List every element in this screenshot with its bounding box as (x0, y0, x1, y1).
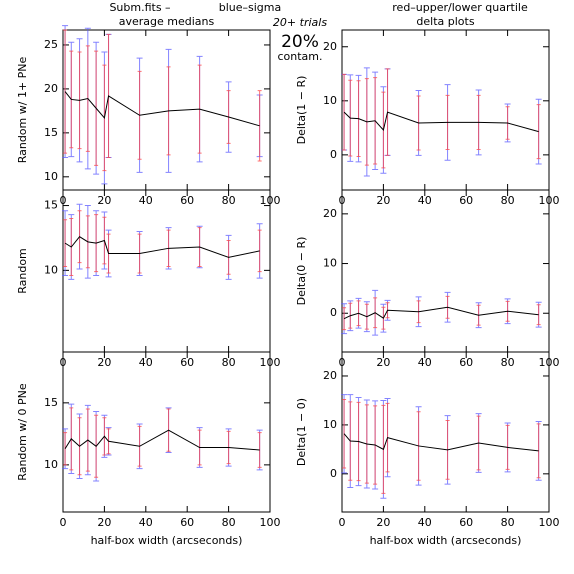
median-line (64, 235, 260, 258)
y-tick-label: 15 (44, 199, 58, 212)
x-tick-label: 100 (260, 516, 281, 529)
x-tick-label: 80 (501, 194, 515, 207)
quartile-bar (342, 73, 347, 151)
y-tick-label: 0 (330, 148, 337, 161)
y-axis-label: Random (16, 248, 29, 294)
quartile-bar (63, 432, 68, 466)
contam-pct: 20% (281, 32, 319, 52)
y-axis-label: Random w/ 1+ PNe (16, 56, 29, 163)
x-tick-label: 40 (418, 356, 432, 369)
y-tick-label: 25 (44, 38, 58, 51)
panel-frame (341, 29, 550, 191)
x-tick-label: 100 (539, 516, 560, 529)
panel-frame (62, 351, 271, 513)
x-tick-label: 0 (60, 516, 67, 529)
panel-frame (62, 29, 271, 191)
x-tick-label: 40 (139, 516, 153, 529)
y-tick-label: 15 (44, 396, 58, 409)
x-tick-label: 60 (459, 194, 473, 207)
x-tick-label: 60 (459, 516, 473, 529)
y-tick-label: 10 (323, 94, 337, 107)
y-axis-label: Random w/ 0 PNe (16, 383, 29, 481)
median-line (64, 429, 260, 451)
quartile-bar (342, 398, 347, 469)
x-axis-label: half-box width (arcseconds) (370, 534, 522, 547)
x-tick-label: 20 (376, 516, 390, 529)
median-line (343, 306, 539, 320)
quartile-bar (536, 423, 541, 479)
panel-frame (341, 189, 550, 353)
x-tick-label: 60 (459, 356, 473, 369)
y-tick-label: 20 (323, 207, 337, 220)
y-axis-label: Delta(1 − R) (295, 76, 308, 145)
median-line (64, 91, 260, 127)
y-tick-label: 10 (44, 170, 58, 183)
panel-frame (62, 189, 271, 353)
y-tick-label: 0 (330, 306, 337, 319)
y-tick-label: 0 (330, 467, 337, 480)
quartile-bar (63, 219, 68, 267)
panel-title: delta plots (416, 15, 474, 28)
x-tick-label: 80 (222, 194, 236, 207)
y-tick-label: 20 (44, 82, 58, 95)
x-tick-label: 60 (180, 356, 194, 369)
y-tick-label: 20 (323, 40, 337, 53)
median-line (343, 111, 539, 133)
y-tick-label: 10 (44, 263, 58, 276)
x-tick-label: 40 (139, 194, 153, 207)
x-tick-label: 20 (97, 356, 111, 369)
contam-label: contam. (277, 50, 322, 63)
x-axis-label: half-box width (arcseconds) (91, 534, 243, 547)
x-tick-label: 60 (180, 194, 194, 207)
x-tick-label: 20 (376, 194, 390, 207)
y-tick-label: 15 (44, 126, 58, 139)
legend-quartile: red–upper/lower quartile (392, 1, 528, 14)
x-tick-label: 20 (97, 194, 111, 207)
x-tick-label: 60 (180, 516, 194, 529)
panel-title: average medians (119, 15, 215, 28)
y-axis-label: Delta(1 − 0) (295, 398, 308, 466)
y-tick-label: 10 (323, 418, 337, 431)
panel-frame (341, 351, 550, 513)
legend-sigma: blue–sigma (219, 1, 282, 14)
x-tick-label: 80 (501, 356, 515, 369)
y-tick-label: 10 (323, 257, 337, 270)
x-tick-label: 20 (376, 356, 390, 369)
y-axis-label: Delta(0 − R) (295, 237, 308, 306)
x-tick-label: 40 (139, 356, 153, 369)
median-line (343, 433, 539, 452)
x-tick-label: 40 (418, 516, 432, 529)
y-tick-label: 20 (323, 369, 337, 382)
y-tick-label: 10 (44, 458, 58, 471)
quartile-bar (536, 104, 541, 160)
x-tick-label: 80 (501, 516, 515, 529)
x-tick-label: 80 (222, 516, 236, 529)
x-tick-label: 40 (418, 194, 432, 207)
legend-prefix: Subm.fits – (109, 1, 170, 14)
x-tick-label: 0 (339, 516, 346, 529)
x-tick-label: 20 (97, 516, 111, 529)
x-tick-label: 80 (222, 356, 236, 369)
trials: 20+ trials (273, 16, 327, 29)
